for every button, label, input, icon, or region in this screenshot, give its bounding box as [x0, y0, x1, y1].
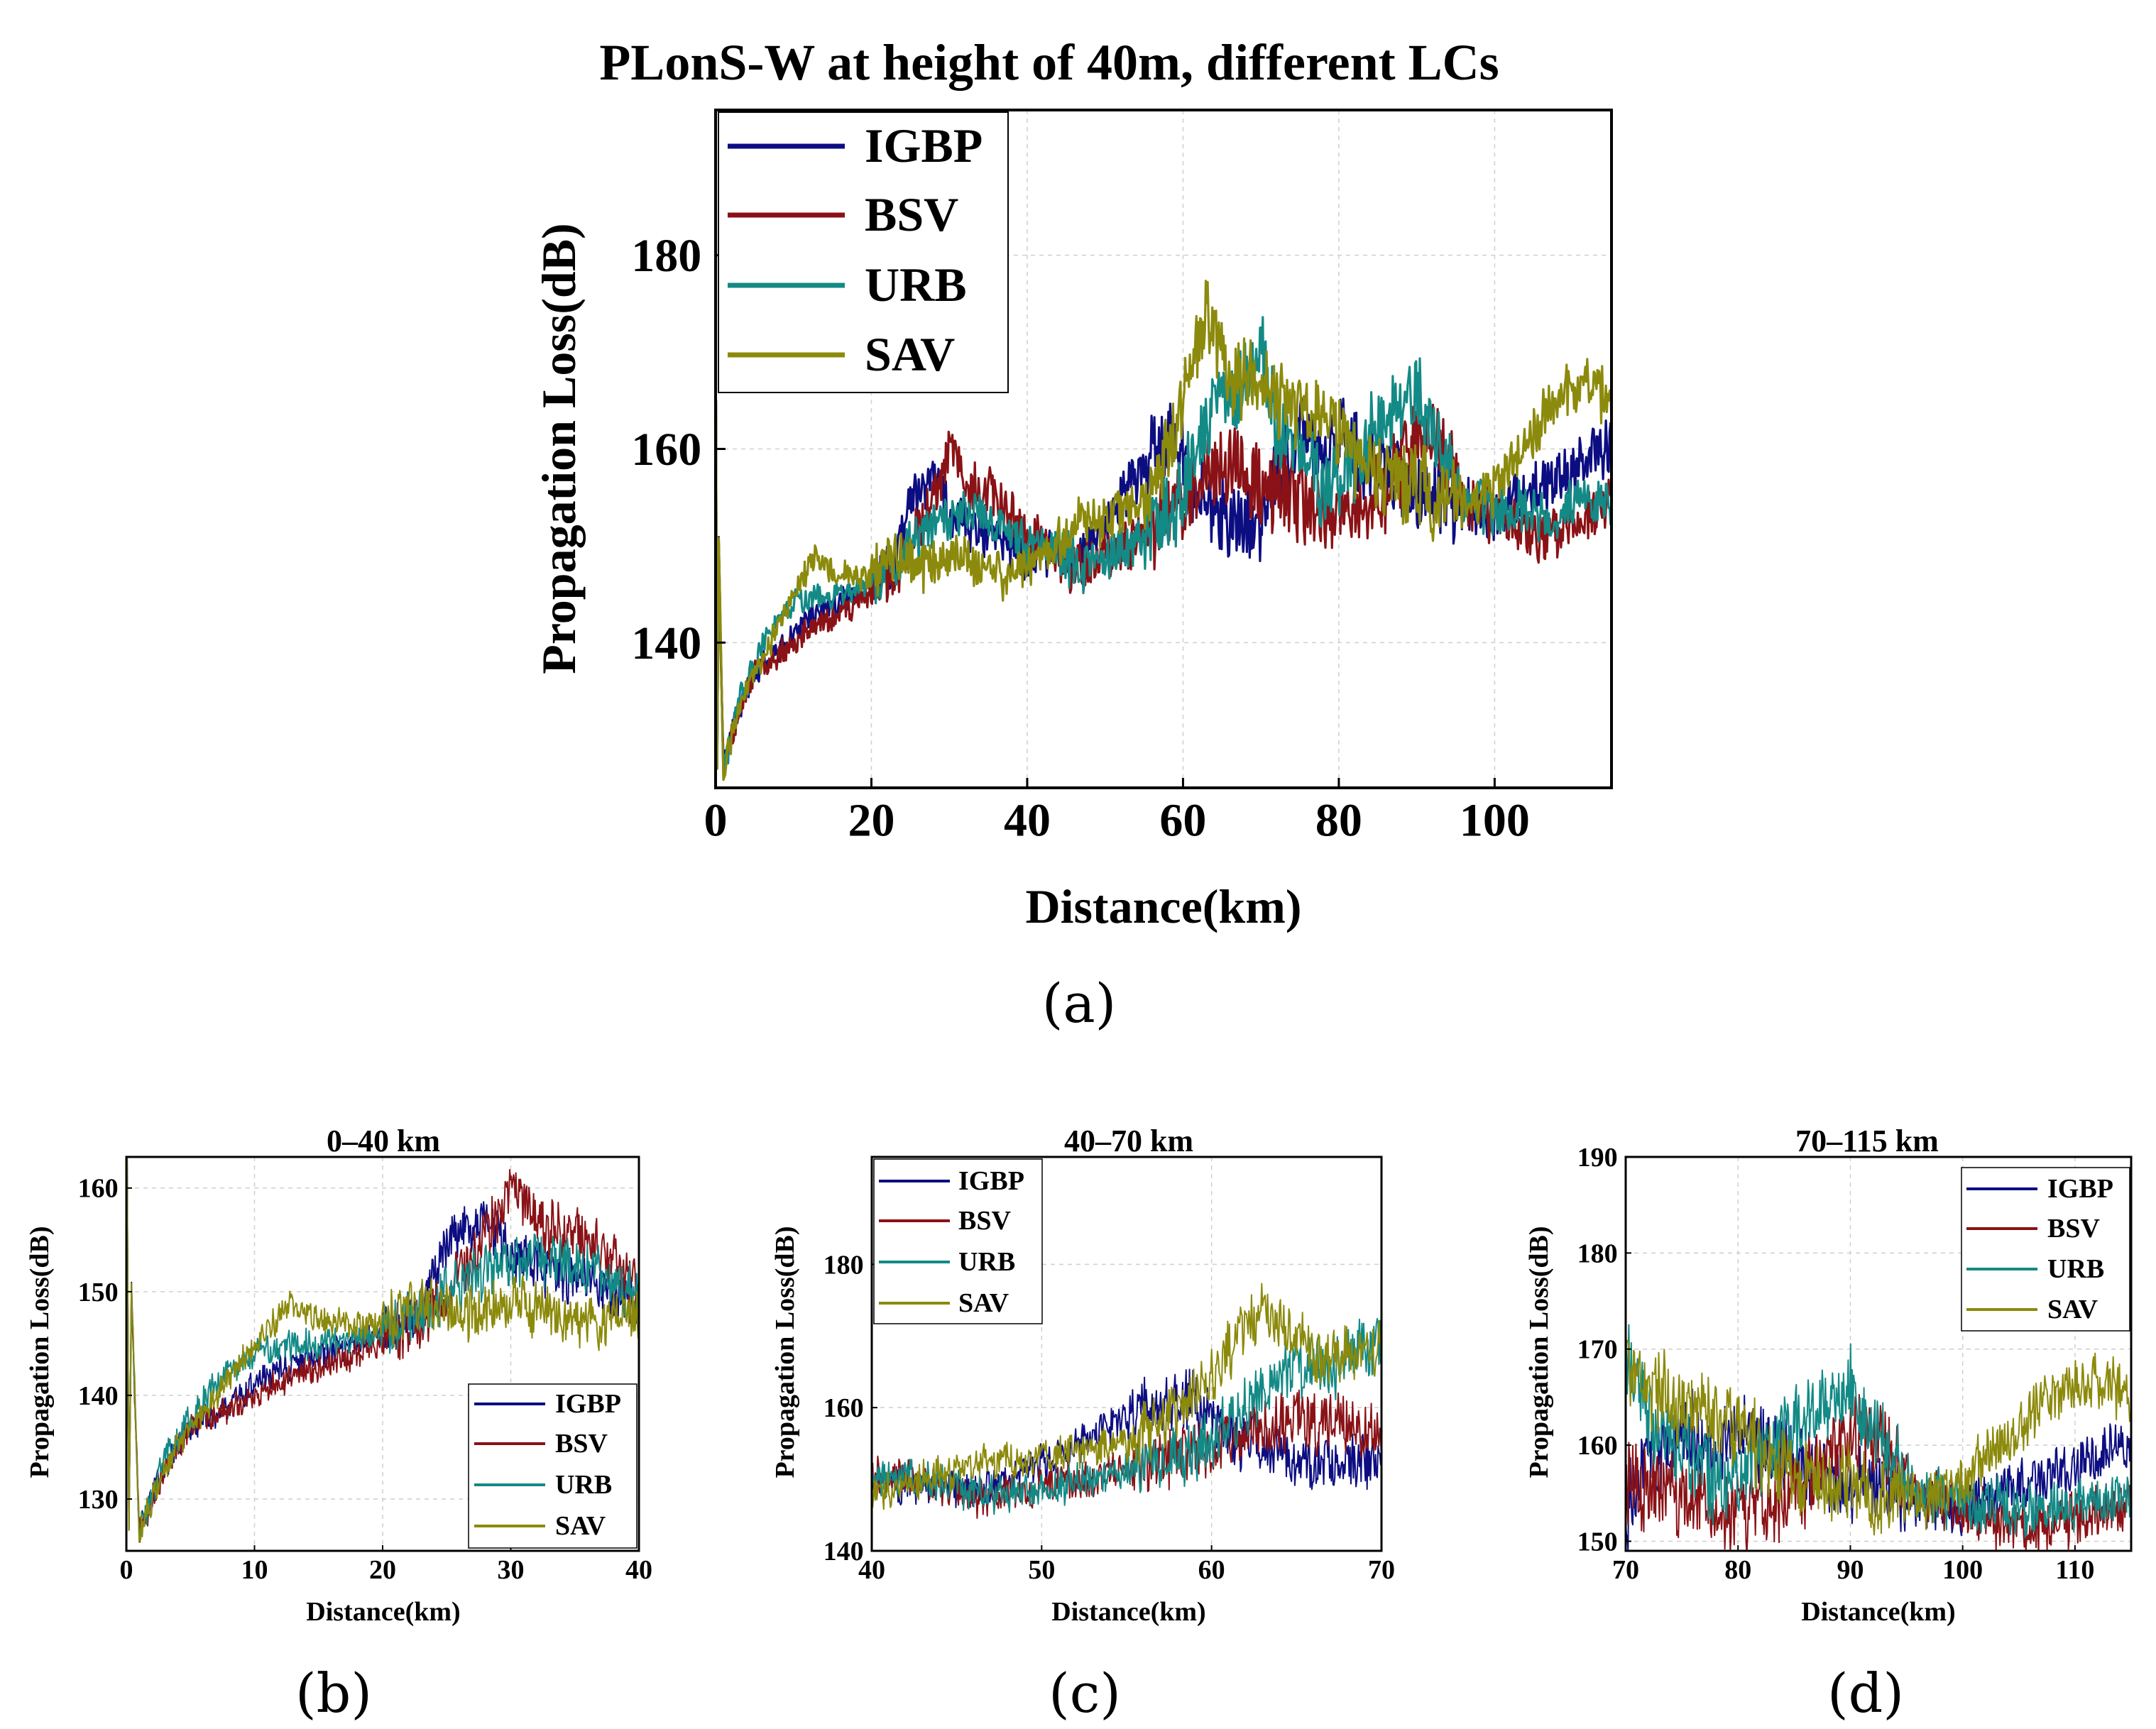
x-tick-label: 50 — [1028, 1555, 1055, 1585]
panel-d-legend-box — [1961, 1167, 2130, 1332]
panel-a: PLonS-W at height of 40m, different LCs … — [532, 34, 1613, 1035]
legend-label-sav: SAV — [865, 327, 955, 381]
legend-label-urb: URB — [2047, 1254, 2104, 1284]
y-tick-label: 140 — [631, 618, 701, 669]
panel-b-ticks: 0 10 20 30 40 130 140 150 160 — [78, 1174, 652, 1585]
panel-a-ticks: 0 20 40 60 80 100 140 160 180 — [631, 230, 1530, 846]
x-tick-label: 90 — [1837, 1555, 1864, 1585]
x-tick-label: 70 — [1368, 1555, 1395, 1585]
legend-label-igbp: IGBP — [958, 1166, 1024, 1196]
panel-c-legend: IGBP BSV URB SAV — [873, 1158, 1043, 1324]
y-tick-label: 180 — [631, 230, 701, 282]
panel-c-ticks: 40 50 60 70 140 160 180 — [823, 1250, 1395, 1584]
legend-label-sav: SAV — [555, 1511, 606, 1541]
series-line-sav — [126, 1157, 639, 1543]
x-tick-label: 20 — [848, 794, 894, 846]
panel-b-ylabel: Propagation Loss(dB) — [25, 1226, 55, 1478]
y-tick-label: 190 — [1577, 1143, 1618, 1173]
y-tick-label: 160 — [631, 424, 701, 476]
y-tick-label: 150 — [78, 1278, 119, 1307]
panel-c-legend-box — [873, 1158, 1043, 1324]
panel-a-caption: (a) — [1042, 972, 1117, 1035]
panel-c-series — [872, 1283, 1381, 1519]
y-tick-label: 140 — [823, 1537, 864, 1566]
y-tick-label: 170 — [1577, 1335, 1618, 1365]
panel-a-ylabel: Propagation Loss(dB) — [532, 223, 586, 674]
x-tick-label: 110 — [2055, 1555, 2094, 1585]
series-line-bsv — [126, 1157, 639, 1543]
y-tick-label: 130 — [78, 1485, 119, 1515]
x-tick-label: 30 — [498, 1555, 525, 1585]
x-tick-label: 60 — [1159, 794, 1206, 846]
x-tick-label: 100 — [1942, 1555, 1983, 1585]
y-tick-label: 150 — [1577, 1527, 1618, 1557]
panel-d-xlabel: Distance(km) — [1801, 1597, 1955, 1627]
panel-c: 40–70 km 40 50 60 70 140 160 180 IGBP BSV URB … — [770, 1124, 1395, 1725]
panel-b-xlabel: Distance(km) — [306, 1597, 460, 1627]
panel-d: 70–115 km 70 80 90 100 110 150 160 170 180 190 IG… — [1524, 1124, 2133, 1725]
panel-c-frame — [870, 1156, 1383, 1552]
panel-a-legend-box — [718, 111, 1009, 393]
panel-c-title: 40–70 km — [1064, 1124, 1193, 1158]
panel-a-xlabel: Distance(km) — [1025, 879, 1301, 933]
series-line-sav — [1626, 1339, 2131, 1536]
panel-b-legend-box — [468, 1383, 638, 1549]
x-tick-label: 80 — [1724, 1555, 1751, 1585]
x-tick-label: 100 — [1460, 794, 1530, 846]
y-tick-label: 180 — [823, 1250, 864, 1280]
panel-b-legend: IGBP BSV URB SAV — [468, 1383, 638, 1549]
panel-a-title: PLonS-W at height of 40m, different LCs — [599, 34, 1499, 91]
legend-label-igbp: IGBP — [555, 1389, 621, 1419]
y-tick-label: 140 — [78, 1381, 119, 1411]
x-tick-label: 0 — [120, 1555, 133, 1585]
panel-d-ticks: 70 80 90 100 110 150 160 170 180 190 — [1577, 1143, 2095, 1585]
legend-label-urb: URB — [958, 1247, 1015, 1277]
series-line-sav — [872, 1283, 1381, 1510]
legend-label-sav: SAV — [2047, 1295, 2098, 1324]
panel-c-caption: (c) — [1049, 1662, 1121, 1725]
x-tick-label: 60 — [1198, 1555, 1225, 1585]
panel-d-series — [1626, 1324, 2131, 1551]
legend-label-igbp: IGBP — [2047, 1174, 2113, 1204]
y-tick-label: 160 — [78, 1174, 119, 1204]
legend-label-urb: URB — [865, 258, 967, 312]
x-tick-label: 10 — [241, 1555, 268, 1585]
panel-d-caption: (d) — [1827, 1662, 1904, 1725]
y-tick-label: 180 — [1577, 1239, 1618, 1268]
x-tick-label: 40 — [858, 1555, 885, 1585]
legend-label-bsv: BSV — [555, 1429, 608, 1459]
legend-label-sav: SAV — [958, 1288, 1009, 1318]
legend-label-bsv: BSV — [2047, 1214, 2100, 1244]
panel-a-series — [716, 280, 1611, 781]
series-line-urb — [1626, 1324, 2131, 1539]
legend-label-bsv: BSV — [958, 1206, 1011, 1236]
y-tick-label: 160 — [823, 1393, 864, 1423]
panel-c-ylabel: Propagation Loss(dB) — [770, 1226, 800, 1478]
x-tick-label: 20 — [369, 1555, 396, 1585]
y-tick-label: 160 — [1577, 1431, 1618, 1461]
x-tick-label: 0 — [704, 794, 728, 846]
x-tick-label: 40 — [625, 1555, 652, 1585]
panel-c-xlabel: Distance(km) — [1051, 1597, 1205, 1627]
panel-b-caption: (b) — [295, 1662, 372, 1725]
legend-label-bsv: BSV — [865, 187, 958, 241]
legend-label-igbp: IGBP — [865, 119, 983, 172]
panel-d-frame — [1624, 1156, 2133, 1552]
x-tick-label: 80 — [1315, 794, 1362, 846]
panel-d-legend: IGBP BSV URB SAV — [1961, 1167, 2130, 1332]
x-tick-label: 70 — [1612, 1555, 1639, 1585]
legend-label-urb: URB — [555, 1470, 612, 1500]
panel-b: 0–40 km 0 10 20 30 40 130 140 150 160 IGBP BSV U… — [25, 1124, 652, 1725]
panel-b-series — [126, 1157, 639, 1543]
panel-d-ylabel: Propagation Loss(dB) — [1524, 1226, 1554, 1478]
x-tick-label: 40 — [1004, 794, 1051, 846]
series-line-sav — [716, 280, 1611, 781]
panel-b-title: 0–40 km — [327, 1124, 440, 1158]
panel-d-title: 70–115 km — [1795, 1124, 1939, 1158]
panel-a-legend: IGBP BSV URB SAV — [718, 111, 1009, 393]
